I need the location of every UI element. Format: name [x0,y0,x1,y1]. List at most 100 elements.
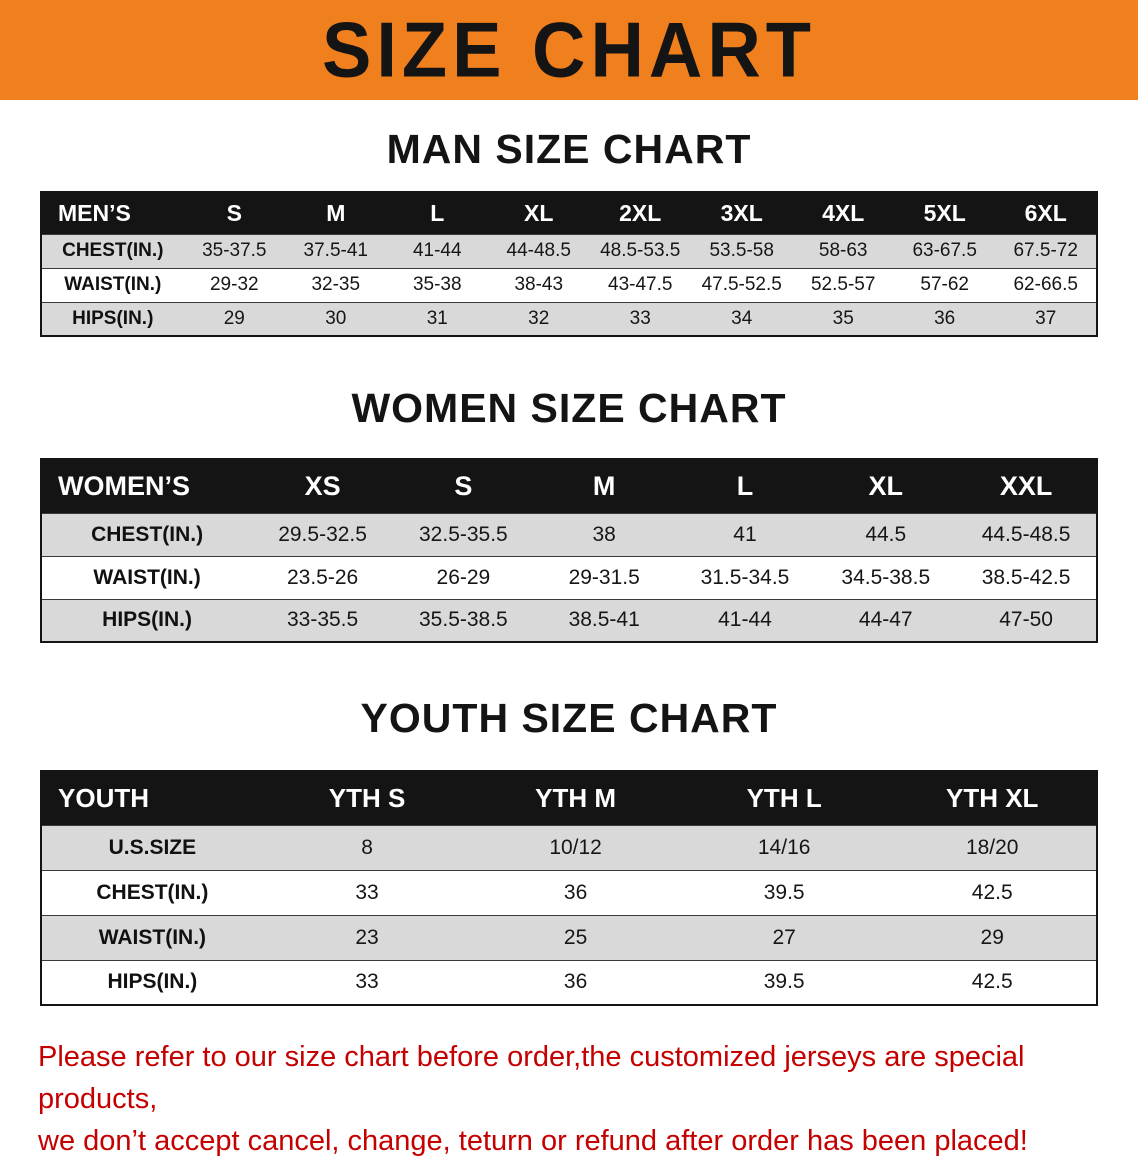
value-cell: 38.5-42.5 [956,555,1097,599]
value-cell: 58-63 [792,233,894,268]
value-cell: 44-47 [815,598,957,642]
value-cell: 53.5-58 [690,233,793,268]
value-cell: 36 [471,869,680,915]
table-header-row: YOUTH YTH S YTH M YTH L YTH XL [41,771,1097,825]
value-cell: 32-35 [285,267,387,302]
value-cell: 37.5-41 [285,233,387,268]
size-header-cell: YTH XL [888,771,1097,825]
size-header-cell: YTH L [679,771,889,825]
value-cell: 25 [471,914,680,960]
value-cell: 31.5-34.5 [674,555,816,599]
size-header-cell: YTH S [262,771,472,825]
size-header-cell: XL [815,459,957,513]
order-notice-line-2: we don’t accept cancel, change, teturn o… [38,1125,1028,1158]
size-header-cell: 4XL [792,192,894,234]
row-label-cell: WAIST(IN.) [41,914,263,960]
value-cell: 38 [533,512,675,556]
value-cell: 39.5 [679,959,889,1005]
women-section-title: WOMEN SIZE CHART [351,385,787,431]
value-cell: 32 [488,301,590,336]
table-title-cell: WOMEN’S [41,459,253,513]
value-cell: 33-35.5 [252,598,393,642]
size-header-cell: M [285,192,387,234]
value-cell: 29 [183,301,286,336]
row-label-cell: CHEST(IN.) [41,233,184,268]
table-row: CHEST(IN.) 29.5-32.5 32.5-35.5 38 41 44.5 44.5… [41,512,1097,556]
top-banner: SIZE CHART [0,0,1138,100]
value-cell: 29 [888,914,1097,960]
row-label-cell: U.S.SIZE [41,824,263,870]
row-label-cell: HIPS(IN.) [41,598,253,642]
value-cell: 42.5 [888,959,1097,1005]
value-cell: 27 [679,914,889,960]
table-title-cell: YOUTH [41,771,263,825]
value-cell: 26-29 [392,555,534,599]
value-cell: 39.5 [679,869,889,915]
value-cell: 36 [893,301,996,336]
value-cell: 47-50 [956,598,1097,642]
row-label-cell: WAIST(IN.) [41,267,184,302]
size-header-cell: XXL [956,459,1097,513]
table-header-row: MEN’S S M L XL 2XL 3XL 4XL 5XL 6XL [41,192,1097,234]
value-cell: 48.5-53.5 [589,233,691,268]
value-cell: 52.5-57 [792,267,894,302]
table-row: CHEST(IN.) 33 36 39.5 42.5 [41,869,1097,915]
value-cell: 33 [262,869,472,915]
table-row: WAIST(IN.) 29-32 32-35 35-38 38-43 43-47.5 47.… [41,267,1097,302]
value-cell: 35 [792,301,894,336]
value-cell: 29-32 [183,267,286,302]
size-header-cell: M [533,459,675,513]
size-header-cell: YTH M [471,771,680,825]
page-title: SIZE CHART [322,5,816,94]
value-cell: 57-62 [893,267,996,302]
value-cell: 41-44 [386,233,488,268]
table-row: HIPS(IN.) 33-35.5 35.5-38.5 38.5-41 41-44 44-… [41,598,1097,642]
value-cell: 10/12 [471,824,680,870]
table-row: CHEST(IN.) 35-37.5 37.5-41 41-44 44-48.5 48.5… [41,233,1097,268]
value-cell: 47.5-52.5 [690,267,793,302]
value-cell: 41 [674,512,816,556]
value-cell: 18/20 [888,824,1097,870]
table-row: HIPS(IN.) 29 30 31 32 33 34 35 36 37 [41,301,1097,336]
youth-section-title: YOUTH SIZE CHART [360,695,778,741]
value-cell: 35-38 [386,267,488,302]
row-label-cell: HIPS(IN.) [41,301,184,336]
order-notice-line-1: Please refer to our size chart before or… [38,1041,1025,1116]
value-cell: 30 [285,301,387,336]
value-cell: 44.5 [815,512,957,556]
row-label-cell: CHEST(IN.) [41,512,253,556]
value-cell: 8 [262,824,472,870]
size-header-cell: S [183,192,286,234]
value-cell: 33 [262,959,472,1005]
size-header-cell: L [674,459,816,513]
youth-size-table: YOUTH YTH S YTH M YTH L YTH XL U.S.SIZE 8 10/12… [40,770,1098,1006]
value-cell: 23 [262,914,472,960]
value-cell: 44.5-48.5 [956,512,1097,556]
size-header-cell: XL [488,192,590,234]
size-header-cell: 2XL [589,192,691,234]
value-cell: 38.5-41 [533,598,675,642]
size-header-cell: S [392,459,534,513]
table-header-row: WOMEN’S XS S M L XL XXL [41,459,1097,513]
table-row: HIPS(IN.) 33 36 39.5 42.5 [41,959,1097,1005]
value-cell: 63-67.5 [893,233,996,268]
value-cell: 44-48.5 [488,233,590,268]
order-notice: Please refer to our size chart before or… [0,1036,1138,1162]
table-row: WAIST(IN.) 23 25 27 29 [41,914,1097,960]
value-cell: 43-47.5 [589,267,691,302]
value-cell: 36 [471,959,680,1005]
value-cell: 42.5 [888,869,1097,915]
men-section-title: MAN SIZE CHART [386,126,752,172]
value-cell: 34 [690,301,793,336]
table-row: WAIST(IN.) 23.5-26 26-29 29-31.5 31.5-34.5 34… [41,555,1097,599]
size-header-cell: 6XL [995,192,1097,234]
value-cell: 67.5-72 [995,233,1097,268]
value-cell: 29.5-32.5 [252,512,393,556]
row-label-cell: CHEST(IN.) [41,869,263,915]
value-cell: 37 [995,301,1097,336]
value-cell: 41-44 [674,598,816,642]
row-label-cell: HIPS(IN.) [41,959,263,1005]
women-size-table: WOMEN’S XS S M L XL XXL CHEST(IN.) 29.5-32.5 32.5… [40,458,1098,643]
value-cell: 34.5-38.5 [815,555,957,599]
